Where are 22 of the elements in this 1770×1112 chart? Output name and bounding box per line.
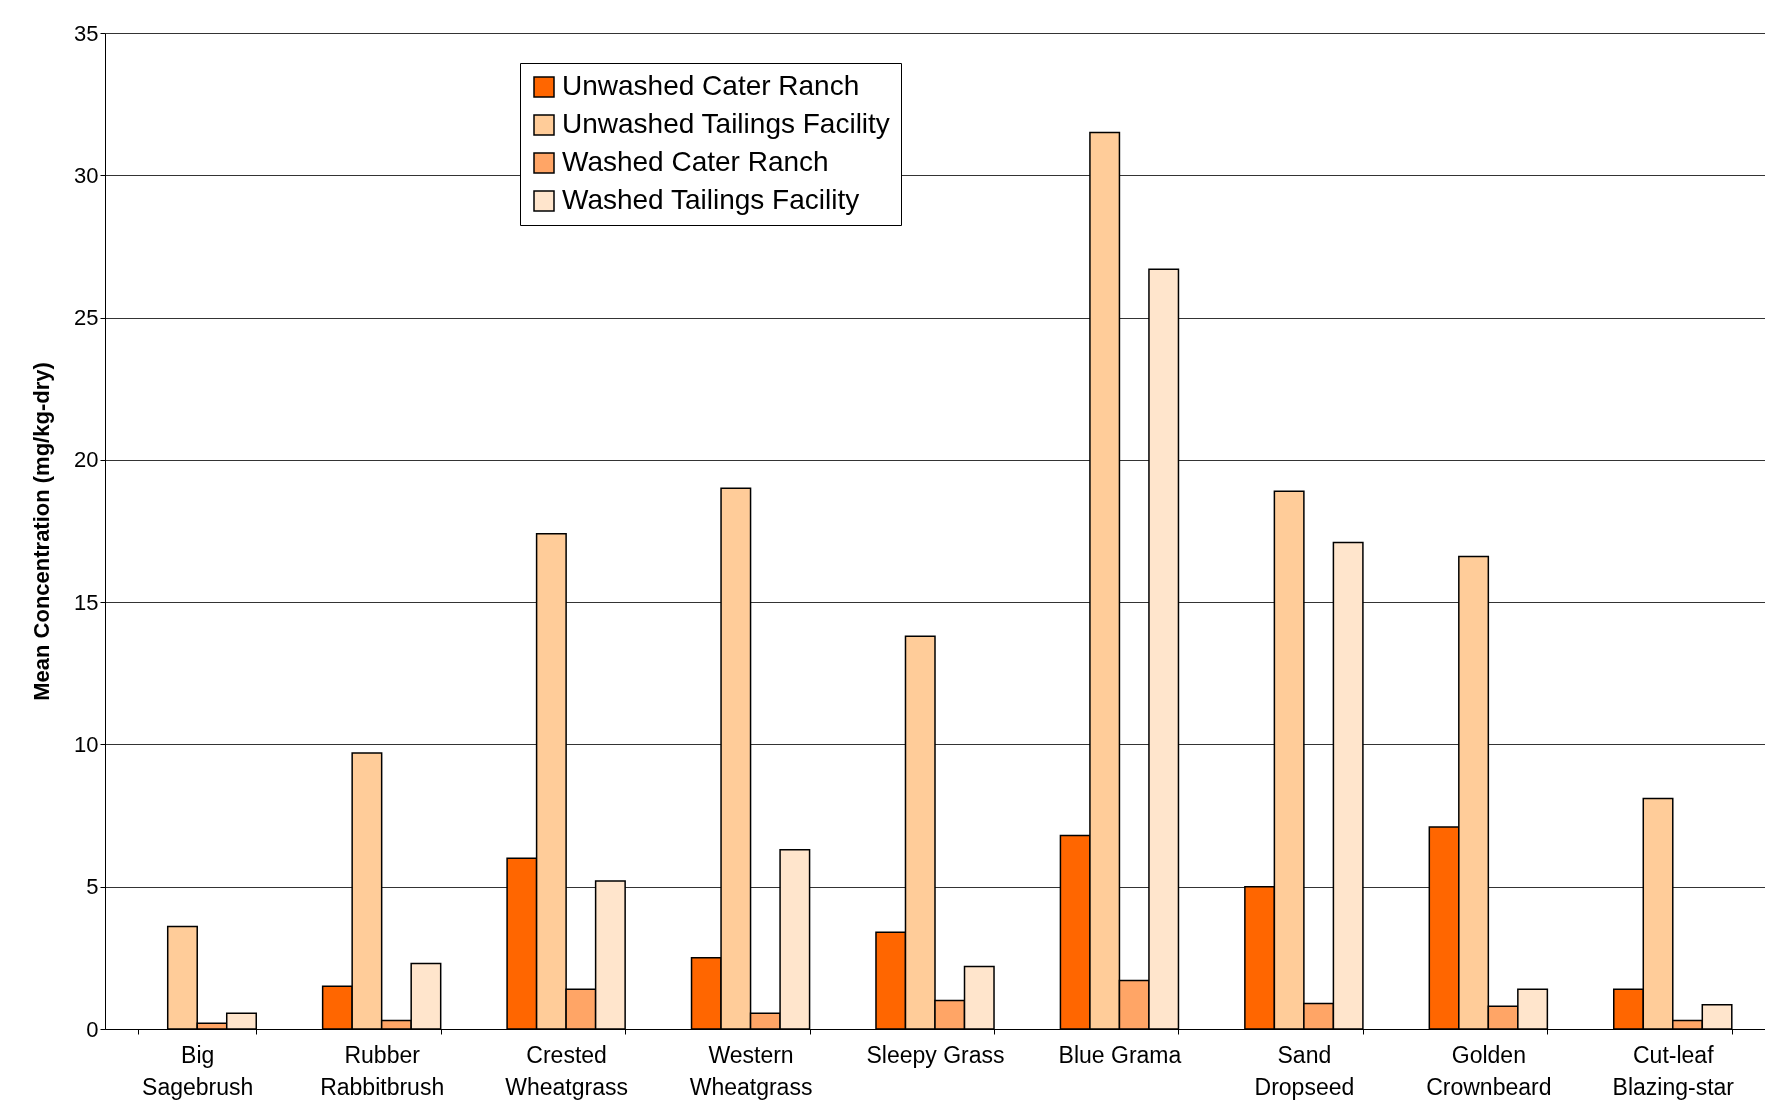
y-tick-label: 20 (74, 447, 99, 473)
x-tick-label: Cut-leaf Blazing-star (1612, 1041, 1735, 1100)
x-tick-label: Big Sagebrush (142, 1041, 254, 1100)
y-tick-label: 35 (74, 20, 99, 46)
legend-label: Washed Cater Ranch (562, 146, 829, 177)
legend-label: Washed Tailings Facility (562, 184, 860, 215)
y-tick-label: 15 (74, 589, 99, 615)
legend-label: Unwashed Cater Ranch (562, 70, 860, 101)
x-tick-label: Blue Grama (1058, 1041, 1182, 1068)
x-tick-label: Sand Dropseed (1254, 1041, 1355, 1100)
y-tick-label: 5 (86, 874, 99, 900)
x-tick-label: Western Wheatgrass (689, 1041, 813, 1100)
x-tick-label: Golden Crownbeard (1426, 1041, 1552, 1100)
legend-label: Unwashed Tailings Facility (562, 108, 890, 139)
x-tick-label: Rubber Rabbitbrush (320, 1041, 445, 1100)
x-tick-label: Sleepy Grass (866, 1041, 1005, 1068)
y-tick-label: 25 (74, 305, 99, 331)
y-tick-label: 0 (86, 1016, 99, 1042)
y-tick-label: 10 (74, 731, 99, 757)
y-tick-label: 30 (74, 162, 99, 188)
x-tick-label: Crested Wheatgrass (505, 1041, 628, 1100)
y-axis-title: Mean Concentration (mg/kg-dry) (29, 362, 55, 701)
